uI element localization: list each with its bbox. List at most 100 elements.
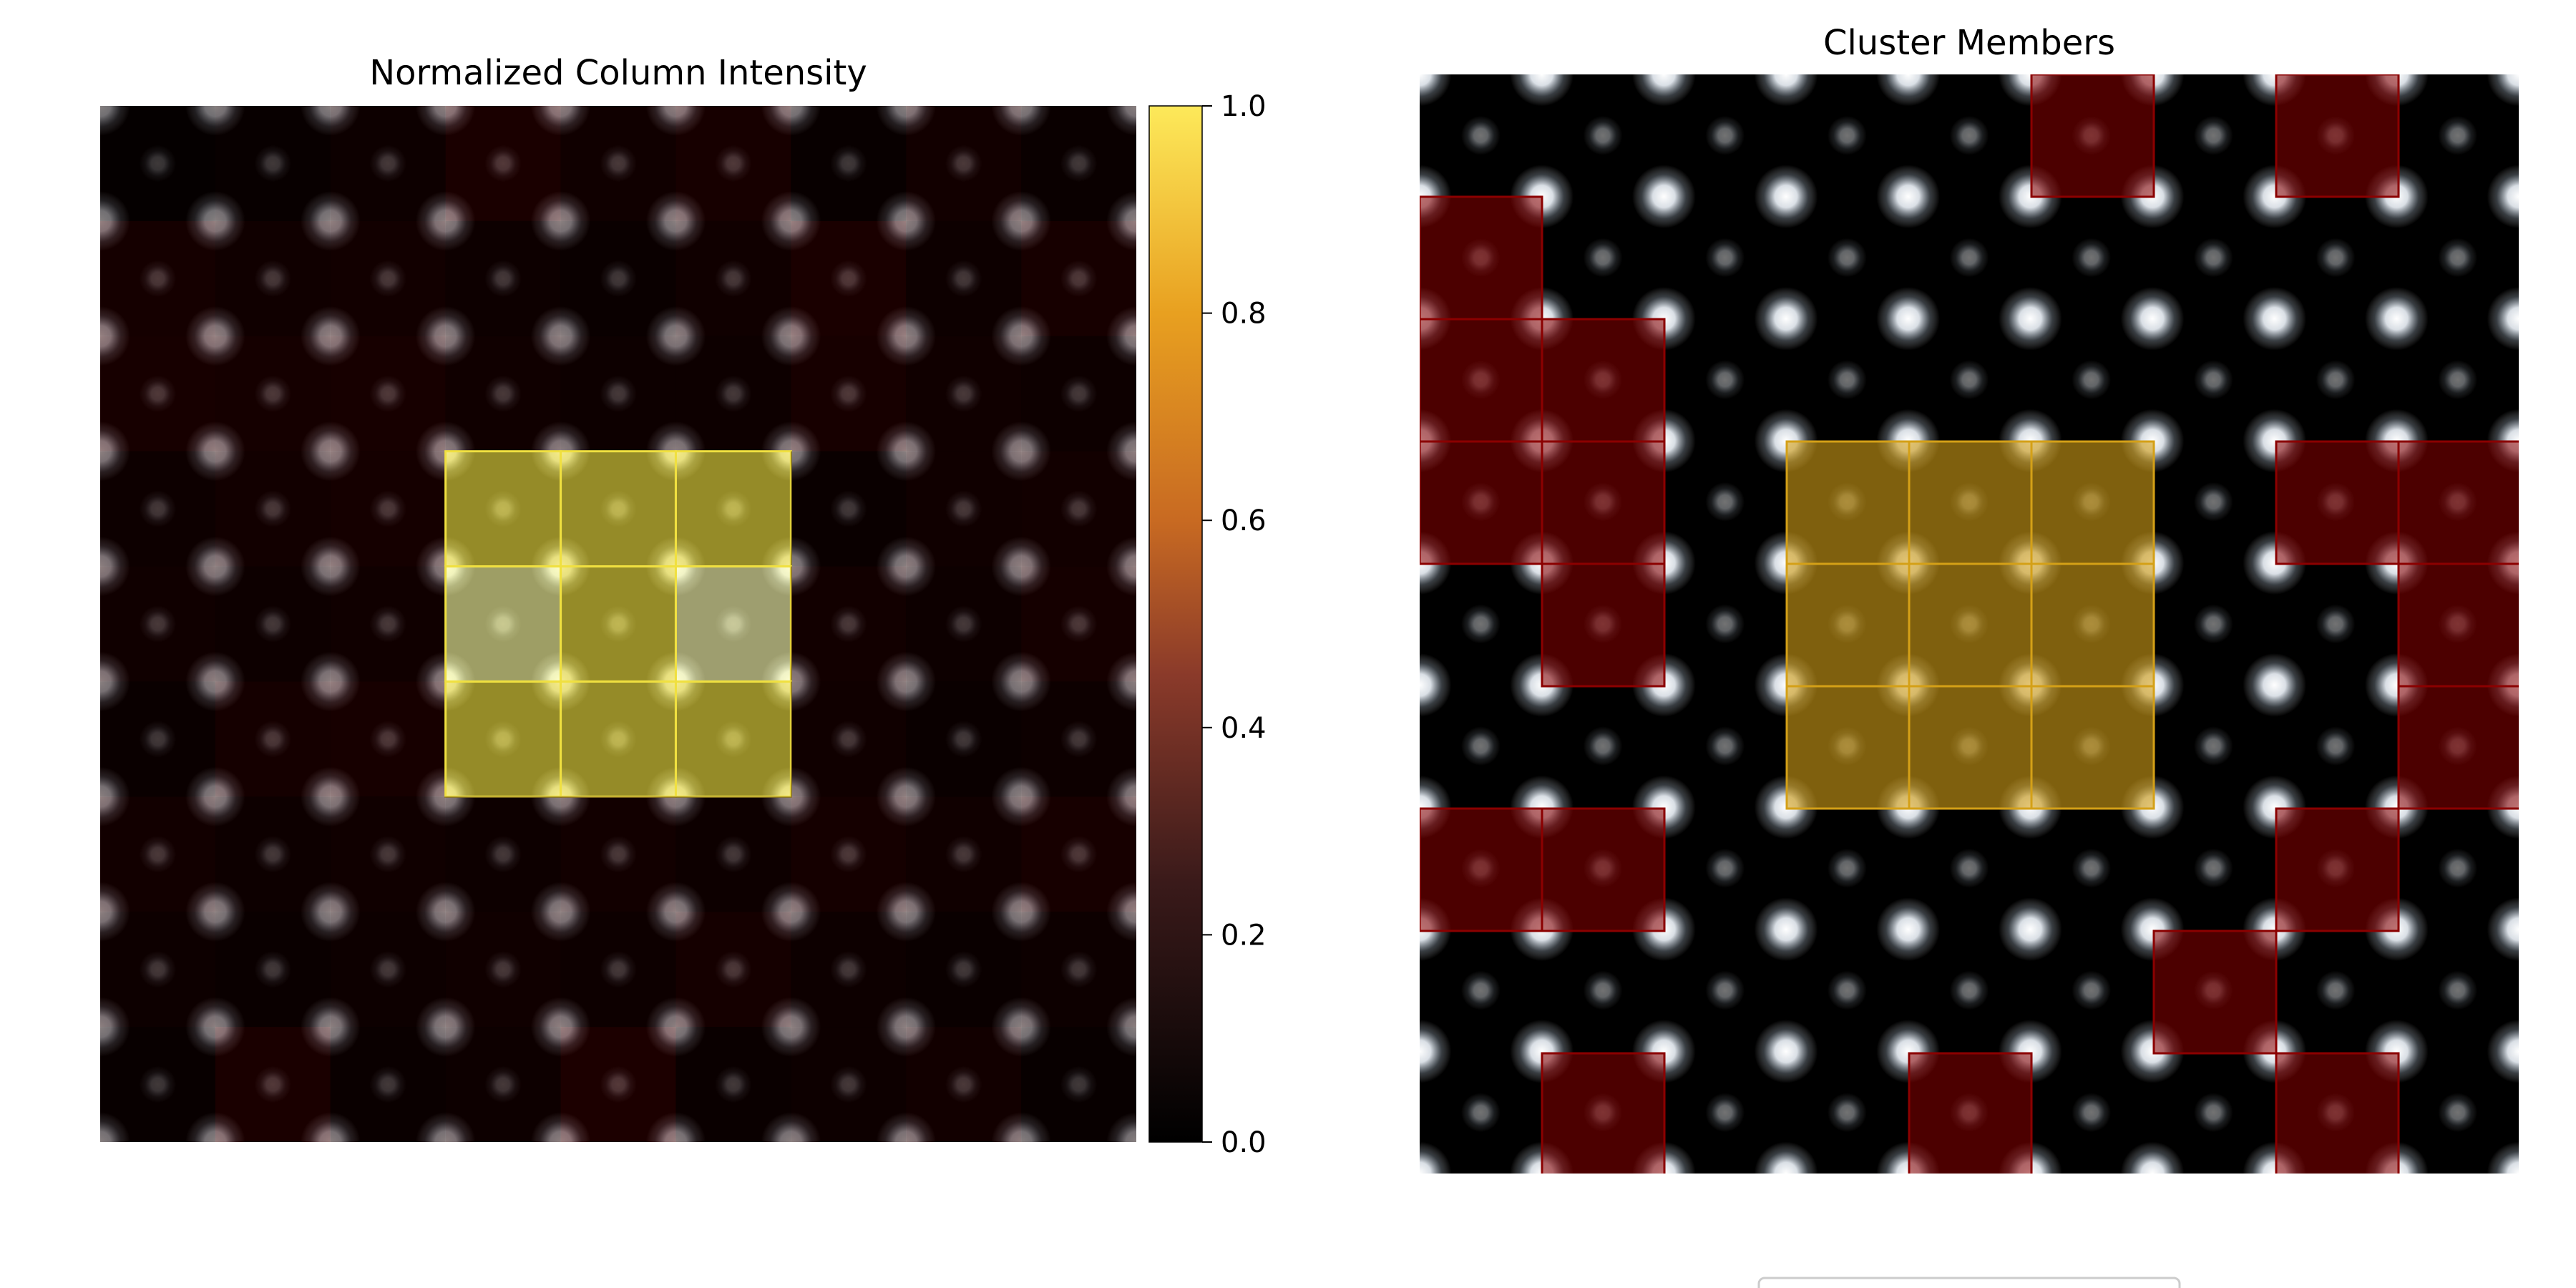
atom-column-dim xyxy=(2194,116,2233,155)
intensity-cell-highlight xyxy=(444,565,562,683)
intensity-cell xyxy=(215,566,331,682)
atom-column-dim xyxy=(1705,482,1745,522)
atom-column xyxy=(1876,897,1941,962)
intensity-cell xyxy=(1021,451,1136,567)
member-cell xyxy=(1420,195,1543,321)
intensity-cell xyxy=(560,912,676,1028)
intensity-cell xyxy=(675,796,791,912)
atom-column-dim xyxy=(2316,360,2356,399)
atom-column xyxy=(1754,165,1818,229)
member-cell xyxy=(2397,685,2519,810)
cluster-cell xyxy=(1908,440,2033,565)
atom-column-dim xyxy=(2316,604,2356,644)
intensity-cell xyxy=(675,912,791,1028)
atom-column-dim xyxy=(2438,360,2477,399)
atom-column xyxy=(2243,286,2307,351)
intensity-cell xyxy=(560,796,676,912)
atom-column-dim xyxy=(1461,726,1501,766)
colorbar-tick-label: 0.8 xyxy=(1221,298,1267,331)
cluster-cell xyxy=(1785,562,1911,688)
intensity-cell-highlight xyxy=(444,680,562,798)
member-cell xyxy=(1541,562,1666,688)
colorbar-gradient xyxy=(1148,105,1203,1143)
legend-box xyxy=(1757,1277,2181,1288)
atom-column xyxy=(2243,653,2307,717)
intensity-cell xyxy=(675,336,791,452)
member-cell xyxy=(1541,440,1666,565)
atom-column-dim xyxy=(2316,726,2356,766)
member-cell xyxy=(1908,1052,2033,1174)
atom-column xyxy=(2120,1141,2185,1174)
atom-column xyxy=(1998,286,2062,351)
intensity-cells xyxy=(100,106,1136,1142)
atom-column-dim xyxy=(1828,849,1867,888)
intensity-cell xyxy=(791,220,907,336)
intensity-cell xyxy=(100,681,215,797)
atom-column-dim xyxy=(2438,116,2477,155)
intensity-cell-highlight xyxy=(560,565,677,683)
atom-column-dim xyxy=(1949,360,1989,399)
atom-column xyxy=(1754,286,1818,351)
intensity-cell xyxy=(215,336,331,452)
atom-column xyxy=(1998,897,2062,962)
member-cell xyxy=(1420,440,1543,565)
cluster-title: Cluster Members xyxy=(1823,23,2115,63)
atom-column-dim xyxy=(1583,116,1623,155)
intensity-cell xyxy=(675,106,791,221)
atom-column-dim xyxy=(2438,849,2477,888)
intensity-panel: Normalized Column Intensity xyxy=(100,53,1136,1142)
intensity-cell xyxy=(560,336,676,452)
atom-column-dim xyxy=(1949,849,1989,888)
intensity-cell xyxy=(1021,336,1136,452)
atom-column-dim xyxy=(2072,360,2111,399)
intensity-cell xyxy=(445,796,561,912)
intensity-cell xyxy=(100,566,215,682)
atom-column-dim xyxy=(2194,238,2233,278)
intensity-cell xyxy=(906,681,1022,797)
atom-column xyxy=(1420,74,1452,107)
atom-column xyxy=(2487,1019,2519,1083)
atom-column xyxy=(1876,165,1941,229)
atom-column xyxy=(1420,1019,1452,1083)
intensity-cell xyxy=(560,1027,676,1142)
atom-column-dim xyxy=(2072,1093,2111,1132)
atom-column-dim xyxy=(2316,970,2356,1010)
atom-column-dim xyxy=(1949,238,1989,278)
atom-column-dim xyxy=(1828,360,1867,399)
intensity-cell xyxy=(445,1027,561,1142)
intensity-cell xyxy=(100,336,215,452)
intensity-cell xyxy=(1021,912,1136,1028)
intensity-cell xyxy=(100,1027,215,1142)
colorbar-ticks: 0.0 0.2 0.4 0.6 0.8 1.0 xyxy=(1202,90,1267,1159)
atom-column-dim xyxy=(1461,970,1501,1010)
intensity-cell xyxy=(330,106,446,221)
intensity-cell xyxy=(445,220,561,336)
atom-column xyxy=(1420,1141,1452,1174)
atom-column xyxy=(1420,653,1452,717)
member-cell xyxy=(1420,807,1543,932)
atom-column xyxy=(2120,286,2185,351)
atom-column-dim xyxy=(2194,1093,2233,1132)
cluster-cell xyxy=(1908,685,2033,810)
atom-column-dim xyxy=(2194,360,2233,399)
member-cell xyxy=(2030,74,2155,198)
colorbar-tick-label: 0.0 xyxy=(1221,1126,1267,1159)
intensity-cell xyxy=(445,106,561,221)
atom-column-dim xyxy=(1705,726,1745,766)
atom-column-dim xyxy=(1705,1093,1745,1132)
intensity-cell xyxy=(791,1027,907,1142)
intensity-cell xyxy=(330,336,446,452)
intensity-cell xyxy=(100,451,215,567)
atom-column-dim xyxy=(2072,849,2111,888)
colorbar: 0.0 0.2 0.4 0.6 0.8 1.0 xyxy=(1148,90,1267,1159)
intensity-cell xyxy=(1021,1027,1136,1142)
atom-column-dim xyxy=(2316,238,2356,278)
intensity-cell xyxy=(1021,106,1136,221)
atom-column xyxy=(1631,74,1696,107)
intensity-cell xyxy=(906,912,1022,1028)
intensity-cell-highlight xyxy=(444,450,562,568)
intensity-cell xyxy=(330,1027,446,1142)
atom-column-dim xyxy=(2194,849,2233,888)
atom-column-dim xyxy=(1828,1093,1867,1132)
cluster-cells xyxy=(1420,74,2519,1174)
